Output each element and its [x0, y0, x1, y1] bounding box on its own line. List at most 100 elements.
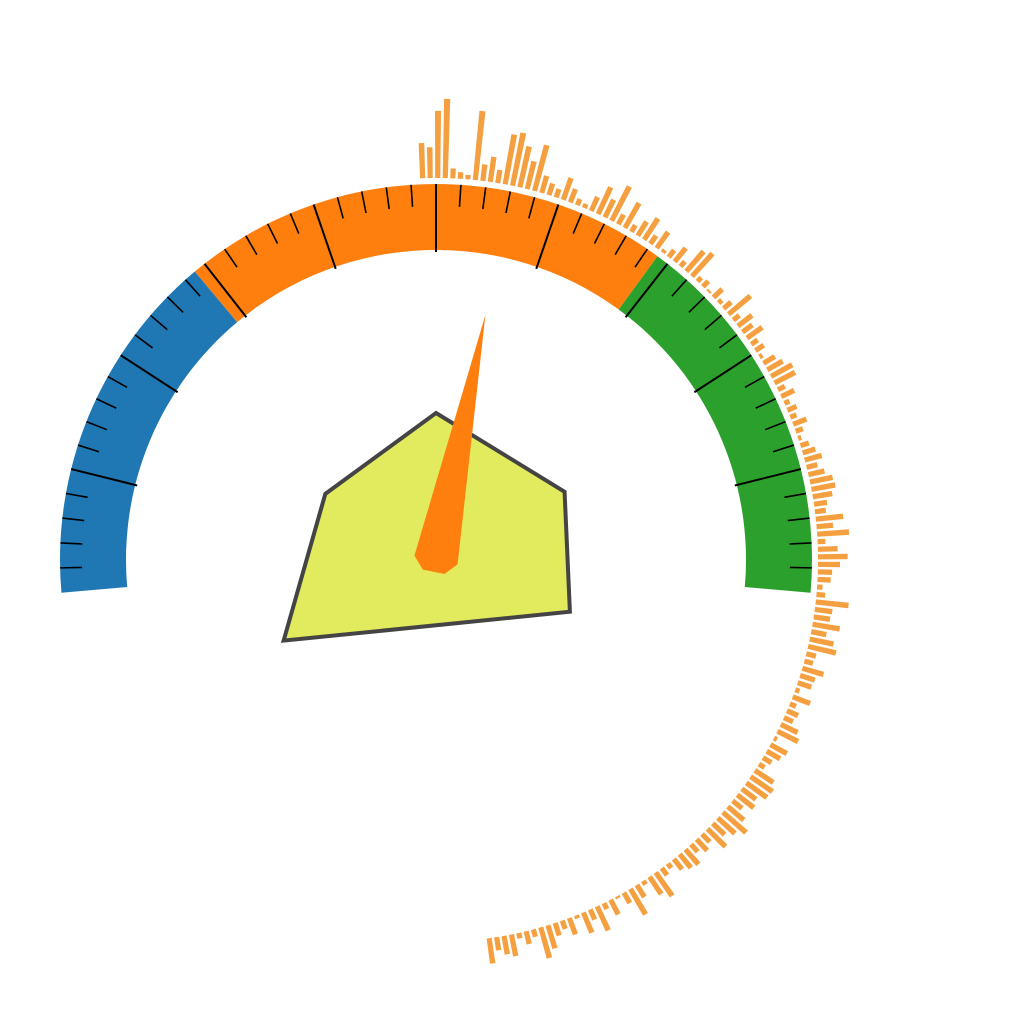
radial-bar: [621, 891, 633, 905]
radial-bar: [816, 529, 850, 537]
gauge-tick-marks: [60, 184, 812, 569]
minor-tick: [614, 235, 627, 256]
radial-bar: [552, 922, 562, 937]
radial-bar: [786, 403, 798, 413]
radial-bar: [812, 621, 841, 632]
radial-bar: [608, 898, 621, 916]
gauge-band-high: [618, 256, 812, 593]
radial-bar: [690, 251, 715, 279]
radial-bar: [501, 935, 511, 955]
radial-bar: [757, 761, 766, 770]
radial-bar: [654, 230, 671, 250]
radial-bar: [622, 201, 642, 230]
radial-bar: [730, 798, 744, 811]
radial-bar: [701, 279, 711, 289]
gauge-needle: [414, 314, 486, 574]
minor-tick: [385, 187, 390, 210]
radial-bar: [816, 591, 826, 598]
radial-bar: [628, 887, 648, 916]
radial-bar: [582, 202, 589, 209]
radial-bar: [817, 569, 833, 575]
minor-tick: [77, 444, 100, 453]
major-tick: [624, 263, 669, 318]
radial-bar: [545, 924, 558, 950]
radial-bar: [814, 507, 827, 515]
minor-tick: [60, 542, 83, 545]
radial-bar: [587, 908, 598, 921]
radial-bar: [796, 680, 813, 690]
radial-bar: [810, 629, 827, 638]
radial-bar: [615, 894, 621, 900]
radial-bar: [580, 911, 595, 934]
major-tick: [535, 204, 560, 270]
radial-bar: [659, 866, 670, 877]
radial-bar: [788, 701, 797, 709]
radial-bar: [508, 933, 519, 957]
radial-bar: [812, 490, 833, 500]
radial-bar: [616, 213, 626, 226]
minor-tick: [718, 334, 738, 349]
minor-tick: [528, 196, 536, 219]
radial-bar: [783, 398, 791, 406]
radial-bar: [530, 928, 538, 938]
radial-bar: [546, 182, 556, 196]
radial-bar: [706, 288, 712, 294]
radial-bar: [641, 879, 648, 886]
radial-bar: [442, 98, 451, 179]
radial-bar: [705, 826, 728, 849]
radial-bar: [678, 259, 687, 269]
radial-bar: [716, 298, 724, 305]
radial-bar: [809, 636, 834, 647]
radial-bar: [807, 643, 837, 656]
minor-tick: [107, 375, 128, 388]
radial-bar: [794, 426, 804, 434]
radial-bar: [803, 658, 814, 666]
minor-tick: [166, 296, 184, 313]
minor-tick: [764, 420, 786, 431]
minor-tick: [482, 187, 487, 210]
minor-tick: [784, 492, 807, 499]
major-tick: [70, 468, 138, 487]
radial-bar: [716, 815, 737, 836]
major-tick: [312, 204, 337, 270]
radial-bar: [805, 462, 818, 470]
radial-bar: [689, 842, 700, 854]
radial-bar: [804, 452, 823, 463]
radial-bar: [817, 561, 840, 568]
radial-bar: [560, 177, 574, 201]
minor-tick: [688, 296, 706, 313]
gauge-band-arc: [60, 183, 812, 593]
minor-tick: [360, 191, 367, 214]
radial-bar: [683, 847, 701, 867]
radial-bar: [817, 553, 848, 560]
radial-bar: [666, 248, 677, 259]
minor-tick: [458, 184, 462, 207]
radial-bar: [817, 538, 826, 545]
major-tick: [203, 263, 248, 318]
radial-bar: [524, 160, 537, 190]
gauge-needle-layer: [414, 314, 486, 574]
radial-bar: [736, 313, 754, 329]
radial-bar: [595, 186, 614, 216]
radial-bar: [810, 482, 836, 492]
radial-bar: [721, 810, 748, 835]
radial-bar: [762, 354, 777, 366]
radial-bar: [817, 546, 838, 552]
minor-tick: [704, 314, 723, 331]
radial-bar: [797, 434, 803, 441]
radial-bar: [740, 322, 754, 335]
radial-bar: [665, 861, 674, 870]
radial-bar: [566, 917, 578, 936]
radial-bar: [749, 337, 760, 347]
radial-bar: [671, 857, 685, 871]
radial-bar: [426, 147, 433, 179]
radial-bar: [553, 188, 562, 199]
radial-bar: [794, 687, 801, 694]
radial-bar: [634, 883, 647, 899]
minor-tick: [671, 279, 688, 297]
minor-tick: [505, 191, 512, 214]
major-tick: [693, 354, 752, 394]
radial-bar: [494, 936, 502, 951]
radial-bar: [785, 708, 800, 718]
